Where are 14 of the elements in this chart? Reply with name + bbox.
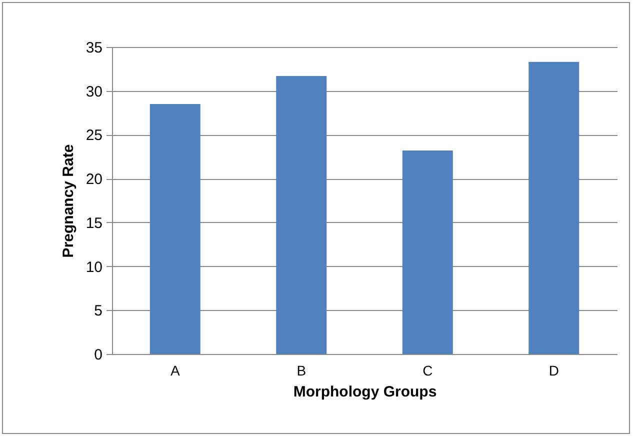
y-tick-label: 20 xyxy=(86,171,102,188)
x-tick-label: D xyxy=(548,362,559,378)
y-tick-label: 0 xyxy=(94,346,102,364)
y-axis-title: Pregnancy Rate xyxy=(60,144,77,258)
y-tick-label: 25 xyxy=(86,127,102,144)
x-axis-title: Morphology Groups xyxy=(293,384,437,400)
y-tick-label: 15 xyxy=(86,214,102,232)
y-tick-label: 10 xyxy=(86,258,102,276)
x-tick-label: A xyxy=(170,362,180,378)
y-tick-label: 35 xyxy=(86,40,102,56)
y-tick-label: 30 xyxy=(86,83,102,100)
x-tick-label: B xyxy=(296,362,306,378)
y-tick-label: 5 xyxy=(94,302,102,320)
x-tick-label: C xyxy=(422,362,433,378)
